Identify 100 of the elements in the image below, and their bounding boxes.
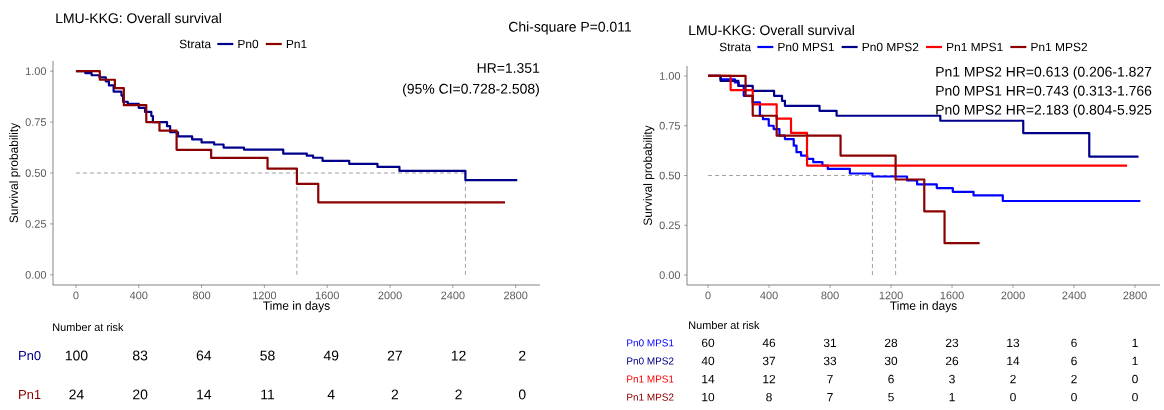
- text: 20: [133, 389, 148, 400]
- text: 2: [391, 389, 399, 400]
- text: 1: [949, 393, 955, 402]
- legend-label: Pn0 MPS1: [778, 42, 834, 52]
- text: 11: [261, 389, 275, 400]
- x-tick-label: 0: [73, 291, 79, 300]
- x-tick-label: 1600: [940, 291, 964, 300]
- text: 30: [884, 356, 898, 366]
- text: 10: [702, 392, 715, 402]
- y-tick-label: 1.00: [659, 72, 681, 80]
- annotation: HR=1.351: [477, 63, 540, 73]
- text: 100: [65, 350, 88, 361]
- x-tick-label: 800: [192, 291, 211, 300]
- x-tick-label: 0: [705, 291, 711, 300]
- annotation: (95% CI=0.728-2.508): [403, 83, 539, 97]
- text: Pn0: [19, 350, 41, 361]
- text: Pn1: [19, 389, 41, 399]
- y-tick-label: 0.75: [25, 118, 47, 126]
- y-tick-label: 0.00: [659, 271, 681, 279]
- text: 83: [132, 350, 148, 361]
- text: 1: [1132, 338, 1138, 347]
- text: 2: [455, 389, 462, 400]
- text: 60: [701, 338, 715, 348]
- x-tick-label: 2400: [441, 291, 465, 300]
- x-tick-label: 2800: [504, 291, 528, 300]
- text: 7: [827, 374, 833, 384]
- text: 0: [1010, 392, 1016, 402]
- legend-label: Pn0: [238, 39, 259, 49]
- text: 46: [762, 338, 776, 348]
- legend-label: Pn1 MPS2: [1031, 42, 1087, 52]
- text: Number at risk: [689, 320, 760, 330]
- x-tick-label: 2000: [378, 291, 402, 300]
- text: 6: [1071, 338, 1077, 348]
- text: 6: [1071, 356, 1077, 366]
- text: 3: [949, 374, 955, 384]
- y-axis-title: Survival probability: [9, 122, 21, 223]
- x-tick-label: 2800: [1123, 291, 1147, 300]
- x-tick-label: 2400: [1062, 291, 1086, 300]
- x-tick-label: 2000: [1001, 291, 1025, 300]
- text: 33: [823, 356, 837, 366]
- text: 0: [518, 389, 526, 400]
- chart-title: LMU-KKG: Overall survival: [56, 12, 221, 24]
- text: Pn1 MPS1: [627, 375, 674, 383]
- text: 0: [1071, 392, 1077, 402]
- legend-title: Strata: [719, 42, 752, 52]
- x-tick-label: 1200: [879, 291, 903, 300]
- text: 26: [945, 356, 959, 366]
- text: 40: [701, 356, 715, 366]
- y-tick-label: 0.75: [659, 121, 681, 130]
- text: 49: [323, 350, 339, 361]
- text: 12: [763, 374, 776, 384]
- annotation: Pn0 MPS1 HR=0.743 (0.313-1.766: [936, 85, 1152, 99]
- text: 14: [197, 389, 212, 400]
- x-tick-label: 1200: [253, 291, 277, 300]
- text: 14: [1007, 356, 1020, 366]
- x-tick-label: 800: [821, 291, 839, 300]
- y-tick-label: 1.00: [25, 67, 47, 76]
- annotation: Pn1 MPS2 HR=0.613 (0.206-1.827: [936, 66, 1152, 80]
- text: 27: [387, 350, 402, 361]
- text: 5: [888, 392, 894, 402]
- text: 1: [1132, 356, 1138, 366]
- text: 64: [196, 350, 212, 361]
- text: 37: [762, 356, 776, 366]
- text: 24: [69, 389, 84, 400]
- x-tick-label: 400: [129, 291, 148, 300]
- text: 14: [702, 374, 715, 384]
- legend-label: Pn1 MPS1: [947, 42, 1003, 52]
- text: Pn1 MPS2: [627, 393, 674, 401]
- text: 7: [827, 393, 833, 402]
- text: 0: [1132, 392, 1138, 402]
- y-tick-label: 0.25: [25, 220, 47, 228]
- text: 4: [327, 389, 335, 400]
- y-tick-label: 0.50: [659, 171, 681, 180]
- text: 2: [1010, 374, 1016, 384]
- text: Pn0 MPS1: [627, 339, 674, 347]
- text: Number at risk: [53, 322, 124, 332]
- annotation: Pn0 MPS2 HR=2.183 (0.804-5.925: [936, 104, 1152, 118]
- y-tick-label: 0.25: [659, 221, 681, 230]
- y-axis-title: Survival probability: [643, 125, 655, 226]
- x-tick-label: 400: [760, 291, 778, 300]
- text: 12: [451, 350, 466, 361]
- text: 28: [884, 338, 898, 348]
- text: 31: [823, 338, 837, 348]
- text: 23: [945, 338, 959, 348]
- text: 8: [766, 392, 772, 402]
- text: 0: [1132, 374, 1138, 384]
- y-tick-label: 0.00: [25, 270, 47, 279]
- chart-title: LMU-KKG: Overall survival: [689, 24, 854, 36]
- legend-label: Pn1: [286, 39, 307, 49]
- x-axis-title: Time in days: [263, 301, 330, 313]
- legend-title: Strata: [179, 39, 212, 49]
- text: 2: [1071, 374, 1077, 384]
- x-axis-title: Time in days: [890, 301, 957, 313]
- text: 6: [888, 374, 894, 384]
- text: 13: [1007, 338, 1020, 348]
- text: 2: [519, 350, 526, 361]
- text: 58: [260, 350, 275, 361]
- legend-label: Pn0 MPS2: [862, 42, 919, 52]
- x-tick-label: 1600: [315, 291, 339, 300]
- y-tick-label: 0.50: [25, 169, 47, 177]
